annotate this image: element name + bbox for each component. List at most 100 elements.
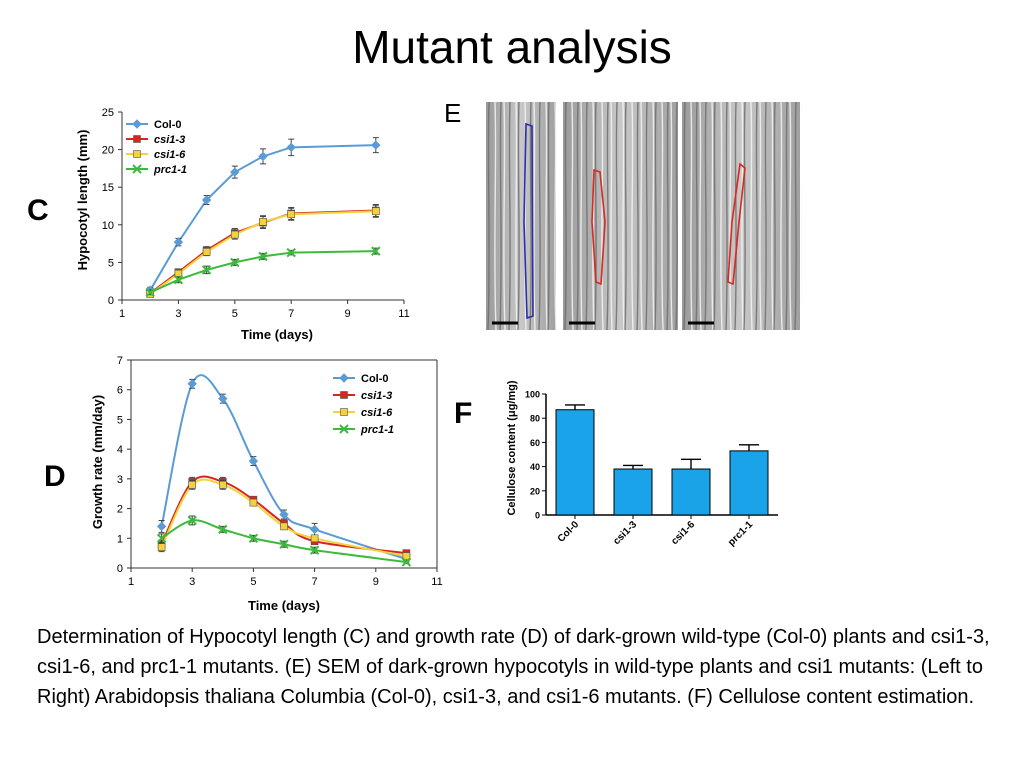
y-tick-label: 0 [117, 563, 123, 575]
y-axis-label: Cellulose content (μg/mg) [506, 380, 518, 515]
data-point [258, 251, 268, 262]
sem-ridge [773, 102, 776, 330]
sem-ridge [645, 102, 648, 330]
sem-panel [682, 102, 802, 330]
sem-background [563, 102, 678, 330]
sem-ridge [636, 102, 639, 330]
hypocotyl-length-chart: 0 5 10 15 20 25 1 3 5 7 9 11 Col-0 csi1-3 csi1-6 prc1-… [75, 107, 410, 342]
sem-images [486, 102, 802, 330]
legend-label: prc1-1 [153, 164, 187, 176]
sem-ridge [601, 102, 604, 330]
data-point [286, 247, 296, 258]
slide-title: Mutant analysis [352, 21, 672, 73]
x-tick-label: csi1-6 [669, 519, 697, 547]
sem-ridge [764, 102, 767, 330]
data-point [188, 481, 196, 489]
sem-ridge [585, 102, 588, 330]
data-point [309, 524, 320, 535]
data-point [156, 521, 167, 532]
sem-ridge [729, 102, 732, 330]
legend-marker [339, 424, 349, 434]
sem-ridge [743, 102, 746, 330]
data-point [231, 230, 239, 239]
sem-ridge [487, 102, 490, 330]
legend-entry: Col-0 [126, 119, 182, 131]
data-point [310, 534, 319, 543]
sem-ridge [785, 102, 788, 330]
data-point [201, 265, 212, 275]
legend-entry: csi1-6 [126, 149, 186, 161]
sem-ridge [508, 102, 511, 330]
sem-ridge [789, 102, 792, 330]
sem-ridge [610, 102, 613, 330]
bar-Col-0 [555, 409, 595, 516]
x-tick-label: 3 [189, 576, 195, 588]
sem-ridge [741, 102, 744, 330]
x-tick-label: prc1-1 [726, 519, 755, 548]
data-point [279, 539, 289, 549]
y-tick-label: 7 [117, 355, 123, 367]
data-point [248, 533, 259, 543]
data-point [230, 257, 240, 268]
y-tick-label: 2 [117, 504, 123, 516]
legend-label: Col-0 [361, 373, 389, 385]
sem-ridge [683, 102, 686, 330]
legend-label: csi1-3 [361, 390, 392, 402]
data-point [145, 287, 155, 298]
error-bar [681, 458, 701, 470]
sem-ridge [713, 102, 716, 330]
y-tick-label: 40 [530, 462, 540, 472]
data-point [279, 509, 289, 520]
series-prc1-1 [156, 515, 412, 567]
series-prc1-1 [145, 246, 381, 298]
sem-ridge [576, 102, 579, 330]
sem-ridge [554, 102, 557, 330]
error-bar [565, 404, 585, 410]
y-tick-label: 3 [117, 474, 123, 486]
legend-label: prc1-1 [360, 424, 394, 436]
x-tick-label: csi1-3 [611, 519, 639, 547]
panel-label-f: F [454, 397, 473, 430]
sem-ridge [771, 102, 774, 330]
data-point [371, 140, 381, 150]
y-tick-label: 1 [117, 533, 123, 545]
x-tick-label: 7 [312, 576, 318, 588]
data-point [187, 379, 197, 389]
sem-ridge [695, 102, 698, 330]
legend-marker [340, 408, 348, 416]
legend-entry: csi1-3 [126, 134, 185, 146]
data-point [258, 151, 268, 162]
sem-ridge [704, 102, 707, 330]
x-tick-label: 11 [398, 308, 409, 320]
data-point [201, 195, 212, 205]
data-point [156, 533, 167, 543]
sem-ridge [755, 102, 758, 330]
x-axis-label: Time (days) [241, 327, 313, 342]
sem-ridge [666, 102, 669, 330]
x-tick-label: Col-0 [556, 519, 582, 545]
sem-ridge [640, 102, 643, 330]
y-tick-label: 0 [108, 295, 114, 307]
legend-label: Col-0 [154, 119, 182, 131]
sem-ridge [675, 102, 678, 330]
sem-ridge [564, 102, 567, 330]
sem-ridge [571, 102, 574, 330]
legend-entry: csi1-6 [333, 407, 393, 419]
legend-label: csi1-3 [154, 134, 185, 146]
sem-ridge [545, 102, 548, 330]
legend-entry: Col-0 [333, 373, 389, 385]
cell-outline [591, 168, 606, 286]
sem-ridge [624, 102, 627, 330]
sem-ridge [615, 102, 618, 330]
data-point [173, 274, 184, 285]
legend-marker [340, 391, 348, 399]
sem-panel [486, 102, 557, 330]
panel-label-e: E [444, 98, 462, 128]
data-point [402, 552, 411, 560]
data-point [202, 248, 211, 256]
cellulose-content-chart: 0 20 40 60 80 100 Col-0 csi1-3 csi1-6 prc1-1 Cell… [506, 380, 778, 548]
y-tick-label: 4 [117, 444, 123, 456]
sem-ridge [725, 102, 728, 330]
